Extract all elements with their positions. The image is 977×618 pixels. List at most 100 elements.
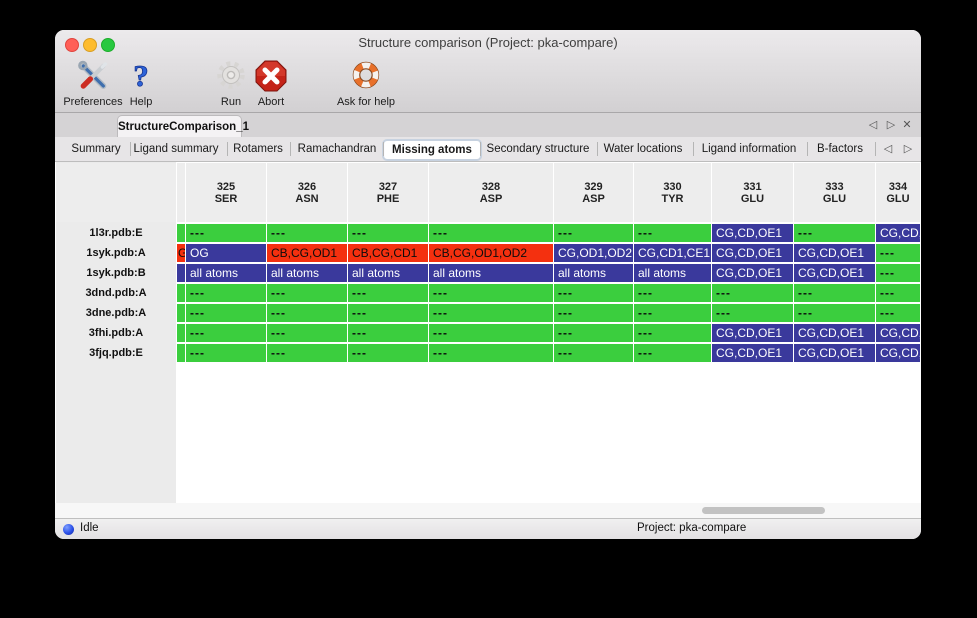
table-cell-3fhi.pdb:A-329[interactable]: ---: [554, 324, 633, 342]
table-cell-3fjq.pdb:E-327[interactable]: ---: [348, 344, 428, 362]
table-cell-3fhi.pdb:A-325[interactable]: ---: [186, 324, 266, 342]
toolbar-button-help[interactable]: ? Help: [124, 58, 158, 108]
table-cell-3fhi.pdb:A-334[interactable]: CG,CD,OE1: [876, 324, 920, 342]
minimize-window-button[interactable]: [83, 37, 97, 52]
table-cell-3fjq.pdb:E-331[interactable]: CG,CD,OE1: [712, 344, 793, 362]
table-cell-1syk.pdb:A-334[interactable]: ---: [876, 244, 920, 262]
subtab-water-locations[interactable]: Water locations: [603, 143, 683, 155]
clipped-cell[interactable]: [177, 304, 185, 322]
table-cell-3dnd.pdb:A-331[interactable]: ---: [712, 284, 793, 302]
clipped-cell[interactable]: [177, 324, 185, 342]
table-cell-1syk.pdb:A-329[interactable]: CG,OD1,OD2: [554, 244, 633, 262]
subtab-scroll-left-icon[interactable]: ◁: [883, 143, 893, 155]
horizontal-scrollbar-thumb[interactable]: [702, 507, 825, 514]
table-cell-3dne.pdb:A-333[interactable]: ---: [794, 304, 875, 322]
table-cell-3dnd.pdb:A-327[interactable]: ---: [348, 284, 428, 302]
table-cell-1syk.pdb:B-333[interactable]: CG,CD,OE1: [794, 264, 875, 282]
subtab-separator: [130, 142, 131, 156]
table-cell-3fjq.pdb:E-326[interactable]: ---: [267, 344, 347, 362]
table-cell-3dnd.pdb:A-334[interactable]: ---: [876, 284, 920, 302]
table-cell-3fhi.pdb:A-328[interactable]: ---: [429, 324, 553, 342]
table-cell-1syk.pdb:A-327[interactable]: CB,CG,CD1: [348, 244, 428, 262]
table-cell-1l3r.pdb:E-329[interactable]: ---: [554, 224, 633, 242]
table-cell-1syk.pdb:A-326[interactable]: CB,CG,OD1: [267, 244, 347, 262]
table-cell-3fjq.pdb:E-329[interactable]: ---: [554, 344, 633, 362]
clipped-cell[interactable]: G: [177, 244, 185, 262]
table-cell-3dnd.pdb:A-329[interactable]: ---: [554, 284, 633, 302]
table-cell-1syk.pdb:B-327[interactable]: all atoms: [348, 264, 428, 282]
table-cell-1l3r.pdb:E-333[interactable]: ---: [794, 224, 875, 242]
table-cell-1l3r.pdb:E-334[interactable]: CG,CD,OE1: [876, 224, 920, 242]
table-cell-3fjq.pdb:E-325[interactable]: ---: [186, 344, 266, 362]
tab-scroll-left-icon[interactable]: ◁: [868, 119, 878, 131]
table-cell-3dne.pdb:A-328[interactable]: ---: [429, 304, 553, 322]
table-cell-1syk.pdb:B-330[interactable]: all atoms: [634, 264, 711, 282]
table-cell-3fhi.pdb:A-333[interactable]: CG,CD,OE1: [794, 324, 875, 342]
table-cell-3dne.pdb:A-327[interactable]: ---: [348, 304, 428, 322]
table-cell-1syk.pdb:A-330[interactable]: CG,CD1,CE1: [634, 244, 711, 262]
table-cell-1l3r.pdb:E-330[interactable]: ---: [634, 224, 711, 242]
table-cell-3dne.pdb:A-329[interactable]: ---: [554, 304, 633, 322]
table-cell-3fhi.pdb:A-330[interactable]: ---: [634, 324, 711, 342]
toolbar-button-preferences[interactable]: Preferences: [63, 59, 123, 108]
table-cell-1syk.pdb:A-331[interactable]: CG,CD,OE1: [712, 244, 793, 262]
svg-text:?: ?: [133, 59, 149, 93]
table-cell-1l3r.pdb:E-328[interactable]: ---: [429, 224, 553, 242]
table-cell-1l3r.pdb:E-326[interactable]: ---: [267, 224, 347, 242]
table-cell-3dne.pdb:A-331[interactable]: ---: [712, 304, 793, 322]
table-cell-3dne.pdb:A-325[interactable]: ---: [186, 304, 266, 322]
tab-structurecomparison-1[interactable]: StructureComparison_1: [117, 115, 249, 138]
table-cell-3dnd.pdb:A-326[interactable]: ---: [267, 284, 347, 302]
table-cell-3dne.pdb:A-330[interactable]: ---: [634, 304, 711, 322]
table-cell-1syk.pdb:B-334[interactable]: ---: [876, 264, 920, 282]
table-cell-3fjq.pdb:E-333[interactable]: CG,CD,OE1: [794, 344, 875, 362]
tab-close-icon[interactable]: ✕: [902, 119, 912, 131]
table-cell-3fhi.pdb:A-327[interactable]: ---: [348, 324, 428, 342]
row-header-3dnd.pdb:A: 3dnd.pdb:A: [56, 284, 176, 302]
subtab-ligand-summary[interactable]: Ligand summary: [133, 143, 219, 155]
table-cell-1syk.pdb:A-333[interactable]: CG,CD,OE1: [794, 244, 875, 262]
close-window-button[interactable]: [65, 37, 79, 52]
clipped-cell[interactable]: [177, 344, 185, 362]
subtab-separator: [290, 142, 291, 156]
toolbar-button-abort[interactable]: Abort: [254, 59, 288, 108]
table-cell-3dnd.pdb:A-328[interactable]: ---: [429, 284, 553, 302]
tab-scroll-right-icon[interactable]: ▷: [886, 119, 896, 131]
table-cell-1syk.pdb:A-328[interactable]: CB,CG,OD1,OD2: [429, 244, 553, 262]
table-cell-1syk.pdb:B-325[interactable]: all atoms: [186, 264, 266, 282]
table-cell-3fjq.pdb:E-328[interactable]: ---: [429, 344, 553, 362]
table-cell-3dnd.pdb:A-333[interactable]: ---: [794, 284, 875, 302]
project-label: Project: pka-compare: [637, 522, 747, 534]
clipped-cell[interactable]: [177, 264, 185, 282]
table-cell-3dne.pdb:A-326[interactable]: ---: [267, 304, 347, 322]
table-cell-1syk.pdb:B-326[interactable]: all atoms: [267, 264, 347, 282]
subtab-b-factors[interactable]: B-factors: [816, 143, 864, 155]
table-cell-1syk.pdb:B-329[interactable]: all atoms: [554, 264, 633, 282]
subtab-missing-atoms[interactable]: Missing atoms: [382, 139, 482, 161]
subtab-summary[interactable]: Summary: [71, 143, 121, 155]
table-cell-1l3r.pdb:E-325[interactable]: ---: [186, 224, 266, 242]
toolbar-button-ask-for-help[interactable]: Ask for help: [337, 59, 395, 108]
subtab-ligand-information[interactable]: Ligand information: [701, 143, 797, 155]
table-cell-1syk.pdb:A-325[interactable]: OG: [186, 244, 266, 262]
subtab-ramachandran[interactable]: Ramachandran: [297, 143, 377, 155]
clipped-cell[interactable]: [177, 284, 185, 302]
clipped-cell[interactable]: [177, 224, 185, 242]
table-cell-1l3r.pdb:E-331[interactable]: CG,CD,OE1: [712, 224, 793, 242]
subtab-scroll-right-icon[interactable]: ▷: [903, 143, 913, 155]
table-cell-3fjq.pdb:E-330[interactable]: ---: [634, 344, 711, 362]
toolbar-button-label: Preferences: [63, 96, 123, 108]
zoom-window-button[interactable]: [101, 37, 115, 52]
table-cell-3dnd.pdb:A-325[interactable]: ---: [186, 284, 266, 302]
table-cell-1syk.pdb:B-331[interactable]: CG,CD,OE1: [712, 264, 793, 282]
table-cell-1syk.pdb:B-328[interactable]: all atoms: [429, 264, 553, 282]
toolbar-button-run[interactable]: Run: [214, 59, 248, 108]
table-cell-3dne.pdb:A-334[interactable]: ---: [876, 304, 920, 322]
subtab-rotamers[interactable]: Rotamers: [233, 143, 283, 155]
table-cell-3fhi.pdb:A-326[interactable]: ---: [267, 324, 347, 342]
table-cell-3fhi.pdb:A-331[interactable]: CG,CD,OE1: [712, 324, 793, 342]
table-cell-1l3r.pdb:E-327[interactable]: ---: [348, 224, 428, 242]
subtab-secondary-structure[interactable]: Secondary structure: [486, 143, 590, 155]
table-cell-3fjq.pdb:E-334[interactable]: CG,CD,OE1: [876, 344, 920, 362]
table-cell-3dnd.pdb:A-330[interactable]: ---: [634, 284, 711, 302]
